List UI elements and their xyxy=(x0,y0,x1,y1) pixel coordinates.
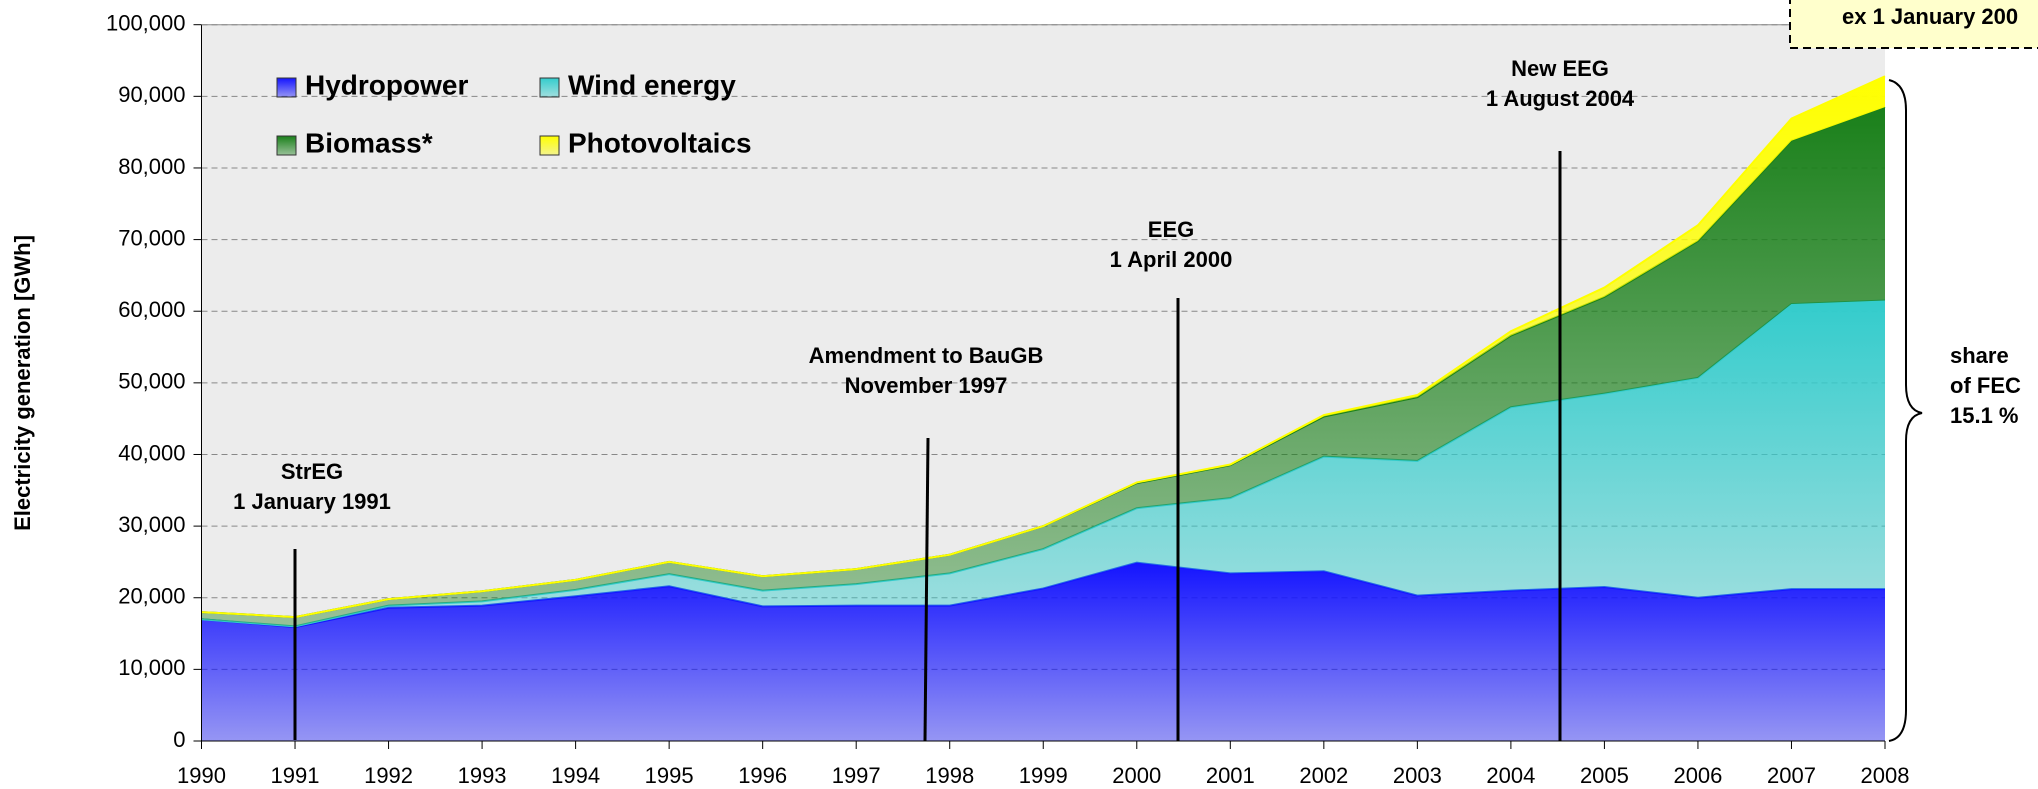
x-tick-label: 2000 xyxy=(1112,763,1161,788)
annotation: November 1997 xyxy=(845,373,1008,398)
x-tick-label: 1991 xyxy=(271,763,320,788)
x-tick-label: 1999 xyxy=(1019,763,1068,788)
annotation: 1 January 1991 xyxy=(233,489,391,514)
x-tick-label: 2008 xyxy=(1861,763,1910,788)
y-tick-label: 50,000 xyxy=(118,369,185,394)
annotation: Amendment to BauGB xyxy=(809,343,1044,368)
area xyxy=(201,562,1885,741)
share-note: of FEC xyxy=(1950,373,2021,398)
x-tick-label: 2007 xyxy=(1767,763,1816,788)
annotation: StrEG xyxy=(281,459,343,484)
y-tick-label: 100,000 xyxy=(106,11,186,36)
annotation: EEG xyxy=(1148,217,1194,242)
legend-swatch xyxy=(276,135,297,156)
x-tick-label: 1993 xyxy=(458,763,507,788)
y-tick-label: 60,000 xyxy=(118,297,185,322)
x-tick-label: 2004 xyxy=(1486,763,1535,788)
y-tick-label: 90,000 xyxy=(118,82,185,107)
share-note: 15.1 % xyxy=(1950,403,2019,428)
area-edge xyxy=(201,75,1886,619)
x-tick-label: 1997 xyxy=(832,763,881,788)
x-tick-label: 1994 xyxy=(551,763,600,788)
x-tick-label: 1992 xyxy=(364,763,413,788)
legend-label: Hydropower xyxy=(305,69,468,100)
y-tick-label: 10,000 xyxy=(118,655,185,680)
note-box xyxy=(1789,0,2038,49)
area xyxy=(201,107,1885,627)
x-tick-label: 2005 xyxy=(1580,763,1629,788)
x-tick-label: 1998 xyxy=(925,763,974,788)
legend-label: Wind energy xyxy=(568,69,736,100)
x-tick-label: 1995 xyxy=(645,763,694,788)
y-axis-label: Electricity generation [GWh] xyxy=(10,235,35,531)
y-tick-label: 20,000 xyxy=(118,584,185,609)
y-tick-label: 0 xyxy=(173,727,185,752)
legend-swatch xyxy=(539,135,560,156)
annotation: New EEG xyxy=(1511,56,1609,81)
note-text: ex 1 January 200 xyxy=(1842,4,2018,29)
x-tick-label: 1996 xyxy=(738,763,787,788)
brace xyxy=(1888,79,1923,742)
y-tick-label: 70,000 xyxy=(118,225,185,250)
y-tick-label: 30,000 xyxy=(118,512,185,537)
annotation: 1 April 2000 xyxy=(1110,247,1233,272)
x-tick-label: 2003 xyxy=(1393,763,1442,788)
share-note: share xyxy=(1950,343,2009,368)
legend-label: Photovoltaics xyxy=(568,127,752,158)
legend-swatch xyxy=(276,77,297,98)
legend-swatch xyxy=(539,77,560,98)
legend-label: Biomass* xyxy=(305,127,433,158)
annotation: 1 August 2004 xyxy=(1486,86,1635,111)
x-tick-label: 1990 xyxy=(177,763,226,788)
annotation-line xyxy=(923,437,930,742)
y-tick-label: 40,000 xyxy=(118,440,185,465)
y-tick-label: 80,000 xyxy=(118,154,185,179)
area xyxy=(201,300,1885,628)
x-tick-label: 2002 xyxy=(1299,763,1348,788)
x-tick-label: 2006 xyxy=(1673,763,1722,788)
x-tick-label: 2001 xyxy=(1206,763,1255,788)
